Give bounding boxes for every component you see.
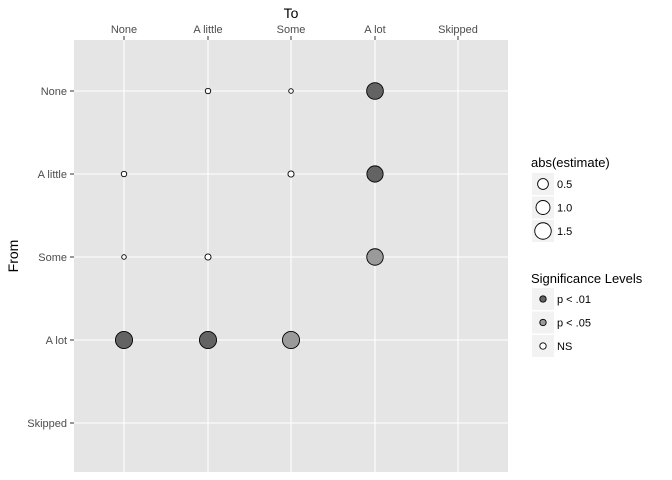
significance-legend-label: p < .05 — [557, 318, 591, 330]
significance-legend-symbol — [539, 318, 547, 327]
y-tick-label: A lot — [46, 335, 67, 347]
data-points — [114, 82, 384, 350]
point-some-to-a-little — [204, 253, 212, 261]
x-axis-ticks: None A little Some A lot Skipped — [111, 24, 478, 40]
point-none-to-a-lot — [366, 82, 384, 100]
point-a-lot-to-some — [281, 330, 301, 350]
size-legend-symbol — [535, 200, 551, 215]
point-some-to-none — [121, 254, 127, 260]
point-a-little-to-a-lot — [366, 165, 384, 183]
y-axis-title: From — [5, 240, 21, 273]
point-a-little-to-none — [120, 170, 128, 178]
x-tick-label: Skipped — [438, 24, 478, 36]
y-tick-label: A little — [38, 169, 67, 181]
point-a-little-to-some — [287, 170, 295, 178]
significance-legend-label: NS — [557, 341, 572, 353]
point-none-to-a-little — [204, 87, 212, 95]
point-a-lot-to-a-little — [198, 330, 218, 350]
significance-legend-title: Significance Levels — [531, 271, 643, 286]
size-legend-label: 0.5 — [557, 179, 572, 191]
significance-legend-symbol — [539, 342, 547, 350]
x-tick-label: A lot — [364, 24, 385, 36]
y-axis-ticks: None A little Some A lot Skipped — [27, 86, 74, 430]
size-legend-symbol — [534, 222, 552, 240]
point-some-to-a-lot — [366, 248, 384, 266]
size-legend: abs(estimate) 0.5 1.0 1.5 — [531, 155, 610, 242]
x-tick-label: Some — [277, 24, 306, 36]
y-tick-label: Some — [38, 252, 67, 264]
significance-legend: Significance Levels p < .01 p < .05 NS — [531, 271, 643, 357]
point-none-to-some — [288, 88, 294, 94]
significance-legend-symbol — [539, 295, 547, 303]
significance-legend-label: p < .01 — [557, 294, 591, 306]
x-axis-title: To — [284, 5, 299, 21]
y-tick-label: None — [41, 86, 67, 98]
size-legend-symbol — [537, 178, 549, 190]
y-tick-label: Skipped — [27, 418, 67, 430]
x-tick-label: None — [111, 24, 137, 36]
size-legend-label: 1.5 — [557, 226, 572, 238]
x-tick-label: A little — [193, 24, 222, 36]
size-legend-title: abs(estimate) — [531, 155, 610, 170]
point-a-lot-to-none — [114, 330, 134, 350]
size-legend-label: 1.0 — [557, 203, 572, 215]
